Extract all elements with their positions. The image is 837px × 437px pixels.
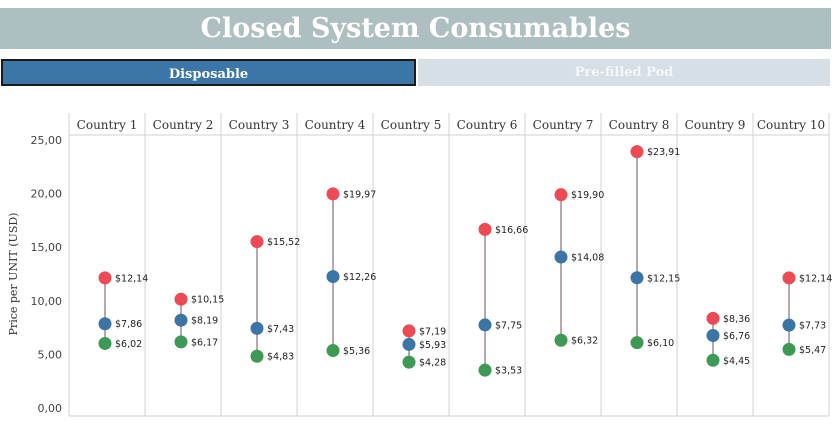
mid-price-point bbox=[630, 271, 644, 285]
page-title: Closed System Consumables bbox=[0, 8, 831, 49]
high-price-point bbox=[98, 271, 112, 285]
data-label: $6,02 bbox=[115, 339, 142, 350]
mid-price-point bbox=[250, 321, 264, 335]
low-price-point bbox=[478, 363, 492, 377]
mid-price-point bbox=[478, 318, 492, 332]
high-price-point bbox=[326, 187, 340, 201]
category-label: Country 1 bbox=[77, 118, 138, 132]
data-label: $3,53 bbox=[495, 366, 522, 377]
low-price-point bbox=[174, 335, 188, 349]
data-label: $6,76 bbox=[723, 331, 750, 342]
tab-pre-filled-pod[interactable]: Pre-filled Pod bbox=[418, 59, 830, 86]
data-label: $5,47 bbox=[799, 345, 826, 356]
data-label: $7,86 bbox=[115, 319, 142, 330]
category-label: Country 3 bbox=[229, 118, 290, 132]
data-label: $8,19 bbox=[191, 316, 218, 327]
mid-price-point bbox=[326, 270, 340, 284]
data-label: $5,93 bbox=[419, 340, 446, 351]
data-label: $14,08 bbox=[571, 253, 604, 264]
high-price-point bbox=[630, 145, 644, 159]
y-tick-label: 10,00 bbox=[31, 295, 63, 308]
data-label: $5,36 bbox=[343, 346, 370, 357]
data-label: $7,73 bbox=[799, 321, 826, 332]
y-tick-label: 5,00 bbox=[38, 348, 63, 361]
data-label: $16,66 bbox=[495, 225, 528, 236]
data-label: $12,14 bbox=[799, 273, 832, 284]
high-price-point bbox=[174, 292, 188, 306]
data-label: $23,91 bbox=[647, 147, 680, 158]
data-label: $8,36 bbox=[723, 314, 750, 325]
category-label: Country 7 bbox=[533, 118, 594, 132]
category-label: Country 8 bbox=[609, 118, 670, 132]
data-label: $7,19 bbox=[419, 326, 446, 337]
low-price-point bbox=[250, 349, 264, 363]
data-label: $12,15 bbox=[647, 273, 680, 284]
mid-price-point bbox=[98, 317, 112, 331]
high-price-point bbox=[402, 324, 416, 338]
data-label: $6,32 bbox=[571, 336, 598, 347]
category-label: Country 6 bbox=[457, 118, 518, 132]
y-tick-label: 15,00 bbox=[31, 241, 63, 254]
data-label: $10,15 bbox=[191, 295, 224, 306]
category-label: Country 4 bbox=[305, 118, 366, 132]
mid-price-point bbox=[402, 337, 416, 351]
data-label: $7,43 bbox=[267, 324, 294, 335]
low-price-point bbox=[782, 342, 796, 356]
low-price-point bbox=[706, 353, 720, 367]
mid-price-point bbox=[706, 329, 720, 343]
y-tick-label: 0,00 bbox=[38, 402, 63, 415]
data-label: $4,83 bbox=[267, 352, 294, 363]
low-price-point bbox=[402, 355, 416, 369]
low-price-point bbox=[326, 344, 340, 358]
y-tick-label: 20,00 bbox=[31, 188, 63, 201]
data-label: $19,90 bbox=[571, 190, 604, 201]
mid-price-point bbox=[782, 318, 796, 332]
category-label: Country 10 bbox=[757, 118, 825, 132]
low-price-point bbox=[554, 333, 568, 347]
y-axis-label: Price per UNIT (USD) bbox=[7, 213, 20, 336]
data-label: $19,97 bbox=[343, 189, 376, 200]
high-price-point bbox=[478, 222, 492, 236]
data-label: $15,52 bbox=[267, 237, 300, 248]
y-tick-label: 25,00 bbox=[31, 134, 63, 147]
mid-price-point bbox=[554, 250, 568, 264]
high-price-point bbox=[250, 235, 264, 249]
data-label: $12,14 bbox=[115, 273, 148, 284]
high-price-point bbox=[554, 188, 568, 202]
data-label: $12,26 bbox=[343, 272, 376, 283]
data-label: $6,10 bbox=[647, 338, 674, 349]
data-label: $7,75 bbox=[495, 320, 522, 331]
low-price-point bbox=[98, 336, 112, 350]
mid-price-point bbox=[174, 313, 188, 327]
category-label: Country 9 bbox=[685, 118, 746, 132]
low-price-point bbox=[630, 336, 644, 350]
tab-disposable[interactable]: Disposable bbox=[1, 59, 416, 86]
data-label: $4,45 bbox=[723, 356, 750, 367]
high-price-point bbox=[782, 271, 796, 285]
category-label: Country 2 bbox=[153, 118, 214, 132]
data-label: $4,28 bbox=[419, 358, 446, 369]
data-label: $6,17 bbox=[191, 337, 218, 348]
high-price-point bbox=[706, 311, 720, 325]
category-label: Country 5 bbox=[381, 118, 442, 132]
